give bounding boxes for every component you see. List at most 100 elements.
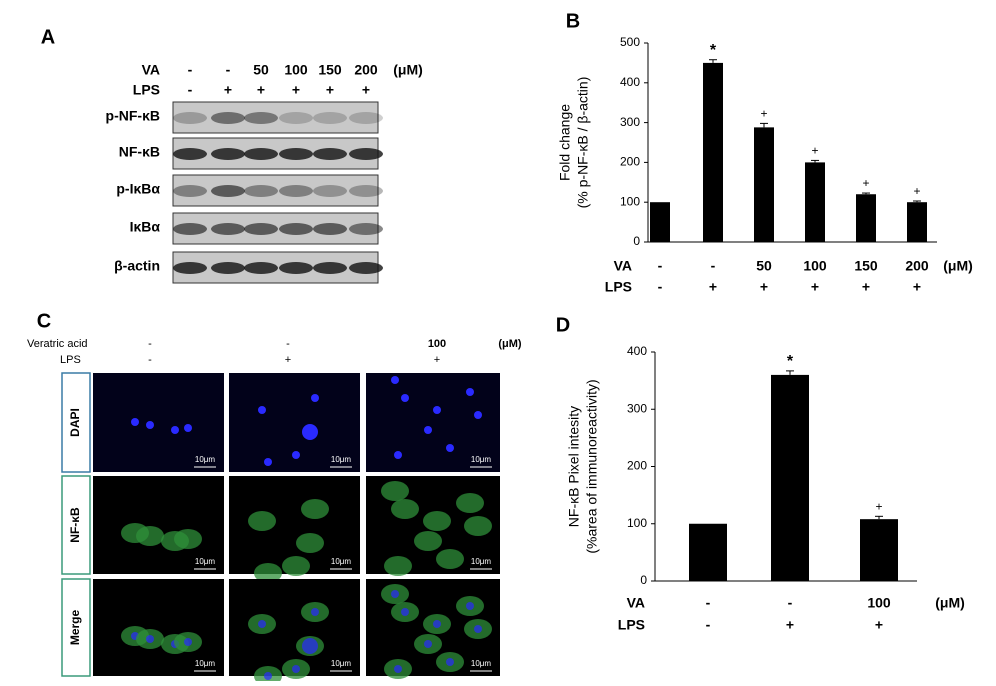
row-label: LPS (133, 82, 160, 98)
stain-label: Merge (68, 610, 82, 646)
stain-box (61, 475, 91, 575)
band (244, 262, 278, 274)
row-value: - (788, 595, 793, 611)
nucleus (446, 444, 454, 452)
cell-body (456, 493, 484, 513)
band (244, 223, 278, 235)
nucleus (311, 394, 319, 402)
significance-marker: + (811, 144, 818, 158)
y-tick-label: 200 (620, 155, 640, 169)
bar (754, 127, 774, 242)
band (313, 112, 347, 124)
row-value: 50 (253, 62, 269, 78)
row-label: VA (627, 595, 645, 611)
nucleus (292, 451, 300, 459)
unit: (μM) (498, 338, 522, 350)
y-tick-label: 100 (620, 194, 640, 208)
row-value: 200 (354, 62, 378, 78)
micrograph (93, 373, 224, 472)
row-value: + (434, 354, 440, 366)
row-value: + (862, 279, 870, 295)
scale-label: 10μm (471, 659, 492, 668)
row-value: - (188, 82, 193, 98)
row-value: - (658, 279, 663, 295)
y-axis-label: (% p-NF-κB / β-actin) (575, 77, 591, 209)
cell-body (414, 531, 442, 551)
nucleus (433, 620, 441, 628)
nucleus (258, 406, 266, 414)
nucleus (184, 424, 192, 432)
row-value: + (786, 617, 794, 633)
row-value: + (326, 82, 334, 98)
scale-label: 10μm (331, 455, 352, 464)
nucleus (171, 426, 179, 434)
significance-marker: + (760, 107, 767, 121)
nucleus (401, 394, 409, 402)
row-value: - (658, 258, 663, 274)
unit: (μM) (935, 595, 965, 611)
bar (650, 202, 670, 242)
scale-label: 10μm (195, 455, 216, 464)
bar (856, 194, 876, 242)
panel-label: B (566, 10, 580, 32)
micrograph (93, 476, 224, 574)
row-value: 100 (867, 595, 891, 611)
cell-body (423, 511, 451, 531)
nucleus (311, 608, 319, 616)
cell-body (296, 533, 324, 553)
scale-label: 10μm (195, 557, 216, 566)
band (313, 223, 347, 235)
row-value: 100 (803, 258, 827, 274)
row-value: - (711, 258, 716, 274)
band (349, 262, 383, 274)
cell-body (282, 556, 310, 576)
row-label: LPS (605, 279, 632, 295)
row-value: + (285, 354, 291, 366)
band (313, 262, 347, 274)
bar (860, 519, 898, 581)
row-value: - (286, 338, 290, 350)
blot-label: p-NF-κB (106, 108, 160, 124)
y-tick-label: 400 (627, 344, 647, 358)
row-value: + (875, 617, 883, 633)
band (313, 185, 347, 197)
band (244, 185, 278, 197)
nucleus (264, 458, 272, 466)
y-tick-label: 500 (620, 35, 640, 49)
band (173, 223, 207, 235)
nucleus (131, 418, 139, 426)
row-value: + (257, 82, 265, 98)
nucleus (424, 640, 432, 648)
band (349, 223, 383, 235)
y-tick-label: 0 (640, 573, 647, 587)
band (279, 148, 313, 160)
nucleus (302, 638, 318, 654)
band (349, 148, 383, 160)
blot-label: IκBα (130, 219, 161, 235)
scale-label: 10μm (471, 455, 492, 464)
stain-box (61, 372, 91, 473)
nucleus (474, 411, 482, 419)
nucleus (292, 665, 300, 673)
cell-body (384, 556, 412, 576)
row-label: LPS (618, 617, 645, 633)
band (279, 223, 313, 235)
y-tick-label: 300 (627, 401, 647, 415)
bar (771, 374, 809, 581)
blot-box (172, 174, 379, 207)
row-value: - (148, 354, 152, 366)
band (349, 112, 383, 124)
nucleus (394, 451, 402, 459)
row-value: + (811, 279, 819, 295)
row-value: + (224, 82, 232, 98)
row-value: 100 (428, 338, 446, 350)
significance-marker: + (875, 499, 882, 513)
blot-label: NF-κB (119, 144, 160, 160)
significance-marker: * (787, 353, 794, 370)
y-tick-label: 0 (633, 234, 640, 248)
row-value: - (148, 338, 152, 350)
band (211, 148, 245, 160)
cell-body (174, 529, 202, 549)
band (173, 148, 207, 160)
scale-label: 10μm (195, 659, 216, 668)
